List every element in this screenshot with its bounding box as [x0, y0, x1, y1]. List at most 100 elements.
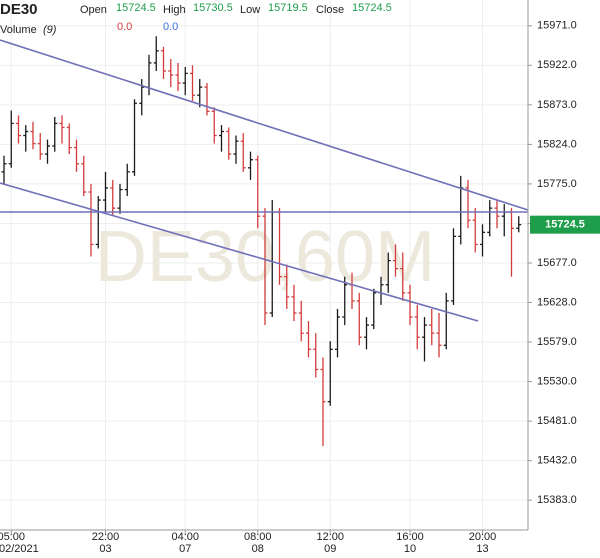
ohlc-bar — [168, 58, 174, 88]
ohlc-bar — [501, 204, 507, 237]
ohlc-bar — [226, 127, 232, 160]
ohlc-bar — [124, 163, 130, 197]
ohlc-bar — [356, 292, 362, 346]
ohlc-bar — [103, 171, 108, 213]
ohlc-bar — [429, 308, 435, 346]
ohlc-bar — [81, 155, 87, 197]
ohlc-bar — [494, 200, 500, 229]
y-tick-label: 15383.0 — [537, 494, 577, 506]
ohlc-bar — [371, 288, 377, 330]
ohlc-bar — [88, 183, 94, 257]
ohlc-bar — [37, 133, 43, 160]
x-tick-label: 08:00 — [244, 531, 272, 543]
y-tick-label: 15971.0 — [537, 20, 577, 32]
y-tick-label: 15432.0 — [537, 455, 577, 467]
ohlc-bar — [451, 228, 456, 305]
trend-line — [0, 182, 479, 322]
ohlc-bar — [509, 208, 514, 277]
x-tick-sublabel: 09 — [324, 543, 336, 555]
ohlc-bar — [211, 107, 217, 144]
ohlc-bar — [393, 244, 398, 277]
ohlc-bar — [74, 139, 79, 172]
ohlc-bar — [458, 175, 464, 245]
ohlc-bar — [248, 151, 253, 180]
x-tick-sublabel: 13 — [476, 543, 488, 555]
trend-line — [0, 39, 529, 211]
ohlc-bar — [117, 183, 123, 214]
open-label: Open — [80, 4, 107, 16]
ohlc-bar — [480, 224, 485, 257]
x-tick-label: 12:00 — [316, 531, 344, 543]
indicator-name: Volume — [0, 24, 37, 36]
ohlc-bar — [472, 208, 478, 253]
x-tick-label: 05:00 — [0, 531, 25, 543]
ohlc-bar — [400, 252, 406, 301]
low-label: Low — [240, 4, 260, 16]
high-value: 15730.5 — [193, 2, 233, 14]
x-tick-label: 20:00 — [469, 531, 497, 543]
x-tick-sublabel: 03 — [99, 543, 111, 555]
ohlc-bar — [385, 252, 391, 293]
ohlc-bar — [52, 116, 58, 152]
ohlc-bar — [132, 99, 137, 176]
y-tick-label: 15628.0 — [537, 296, 577, 308]
y-tick-label: 15579.0 — [537, 336, 577, 348]
y-tick-label: 15775.0 — [537, 178, 577, 190]
ohlc-bar — [219, 125, 224, 152]
y-tick-label: 15824.0 — [537, 138, 577, 150]
y-tick-label: 15922.0 — [537, 59, 577, 71]
ohlc-bar — [8, 110, 14, 168]
grid — [0, 0, 528, 530]
ohlc-bar — [66, 123, 72, 155]
ohlc-bar — [298, 300, 304, 342]
indicator-value: 0.0 — [163, 21, 178, 33]
ohlc-bar — [422, 317, 427, 362]
ohlc-bar — [197, 79, 203, 108]
ohlc-bar — [291, 284, 297, 322]
ohlc-bar — [465, 179, 471, 229]
axes: 15971.015922.015873.015824.015775.015726… — [0, 20, 600, 555]
bars — [1, 36, 522, 447]
ohlc-bar — [59, 115, 65, 144]
x-tick-sublabel: 09/02/2021 — [0, 543, 39, 555]
ohlc-bar — [45, 139, 50, 164]
ohlc-bar — [16, 115, 21, 144]
symbol: DE30 — [0, 1, 38, 18]
y-tick-label: 15481.0 — [537, 415, 577, 427]
ohlc-bar — [1, 155, 7, 184]
ohlc-bar — [320, 357, 326, 447]
ohlc-bar — [240, 133, 246, 172]
ohlc-bar — [190, 65, 195, 101]
y-tick-label: 15677.0 — [537, 257, 577, 269]
x-tick-label: 16:00 — [396, 531, 424, 543]
ohlc-bar — [23, 125, 29, 152]
low-value: 15719.5 — [268, 2, 308, 14]
y-tick-label: 15530.0 — [537, 375, 577, 387]
ohlc-bar — [284, 264, 290, 309]
ohlc-bar — [161, 46, 166, 80]
ohlc-bar — [153, 36, 159, 71]
ohlc-bar — [233, 135, 239, 164]
ohlc-bar — [516, 216, 522, 233]
high-label: High — [163, 4, 186, 16]
ohlc-bar — [443, 292, 449, 350]
open-value: 15724.5 — [116, 2, 156, 14]
close-label: Close — [316, 4, 344, 16]
x-tick-sublabel: 08 — [252, 543, 264, 555]
ohlc-bar — [313, 333, 319, 378]
x-tick-label: 04:00 — [171, 531, 199, 543]
ohlc-bar — [30, 121, 36, 150]
x-tick-sublabel: 10 — [404, 543, 416, 555]
ohlc-bar — [306, 321, 311, 358]
ohlc-bar — [182, 66, 188, 96]
ohlc-bar — [487, 200, 493, 237]
y-tick-label: 15873.0 — [537, 99, 577, 111]
ohlc-bar — [175, 62, 181, 92]
ohlc-bar — [110, 179, 116, 217]
ohlc-bar — [255, 155, 261, 229]
indicator-params: (9) — [43, 24, 57, 36]
ohlc-bar — [327, 341, 333, 406]
ohlc-bar — [335, 308, 340, 358]
ohlc-bar — [436, 312, 442, 358]
